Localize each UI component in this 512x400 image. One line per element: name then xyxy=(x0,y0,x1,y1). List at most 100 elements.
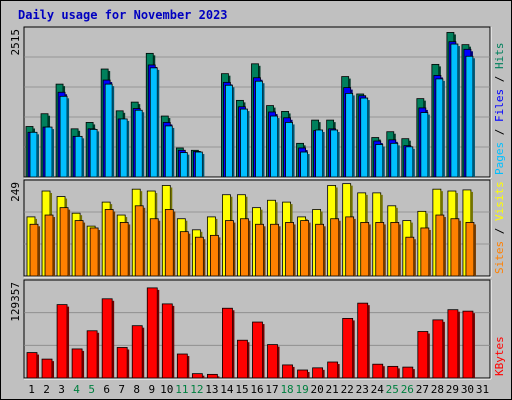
bar-pages-day-8-shadow xyxy=(142,112,145,177)
bar-kbytes-day-14-shadow xyxy=(232,310,235,378)
x-tick-label-day-12: 12 xyxy=(190,383,203,396)
bar-kbytes-day-17-shadow xyxy=(277,346,280,378)
bar-kbytes-day-30 xyxy=(462,310,474,379)
bar-kbytes-day-19 xyxy=(297,369,308,379)
bar-sites-day-18 xyxy=(285,222,294,277)
x-tick-label-day-14: 14 xyxy=(220,383,234,396)
bar-sites-day-7-shadow xyxy=(128,224,131,276)
bar-sites-day-28 xyxy=(435,214,445,277)
bar-sites-day-26-shadow xyxy=(413,239,416,276)
bar-pages-day-23-shadow xyxy=(367,100,370,177)
bar-sites-day-22-shadow xyxy=(353,218,356,276)
bar-kbytes-day-2 xyxy=(41,358,53,379)
x-tick-label-day-20: 20 xyxy=(311,383,324,396)
bar-pages-day-11 xyxy=(179,152,188,178)
bar-pages-day-28 xyxy=(435,78,444,178)
bar-pages-day-28-shadow xyxy=(442,80,445,177)
bar-sites-day-15 xyxy=(240,218,249,277)
bar-sites-day-29-shadow xyxy=(458,220,461,276)
bar-kbytes-day-5-shadow xyxy=(97,332,100,378)
bar-pages-day-20-shadow xyxy=(322,131,325,177)
bar-kbytes-day-15 xyxy=(237,339,248,379)
bar-pages-day-27-shadow xyxy=(427,114,430,177)
bar-pages-day-18 xyxy=(285,122,293,178)
bar-kbytes-day-18-shadow xyxy=(292,366,295,378)
bar-kbytes-day-26-shadow xyxy=(412,369,415,378)
bar-sites-day-17 xyxy=(270,223,279,277)
bar-sites-day-10 xyxy=(164,209,174,277)
bar-pages-day-23 xyxy=(360,97,369,178)
bar-pages-day-15-shadow xyxy=(247,111,250,177)
bar-sites-day-30-shadow xyxy=(473,224,476,276)
bar-pages-day-20 xyxy=(315,129,324,178)
legend-separator: / xyxy=(493,221,506,241)
x-tick-label-day-25: 25 xyxy=(386,383,399,396)
legend-hits-files-pages: Pages / Files / Hits xyxy=(493,43,506,176)
bar-kbytes-day-13 xyxy=(206,373,218,379)
max-label-hits-files-pages: 2515 xyxy=(9,29,22,56)
bar-pages-day-19-shadow xyxy=(307,154,310,177)
bar-kbytes-day-27 xyxy=(417,331,429,379)
bar-pages-day-2-shadow xyxy=(52,129,55,177)
bar-kbytes-day-19-shadow xyxy=(307,372,310,378)
bar-sites-day-16 xyxy=(255,223,264,277)
bar-pages-day-30 xyxy=(465,55,474,178)
bar-pages-day-22 xyxy=(345,93,354,178)
x-tick-label-day-17: 17 xyxy=(265,383,278,396)
bar-kbytes-day-6-shadow xyxy=(112,300,115,378)
bar-pages-day-30-shadow xyxy=(472,58,475,177)
bar-sites-day-19-shadow xyxy=(308,222,311,276)
legend-separator: / xyxy=(493,69,506,89)
bar-sites-day-14-shadow xyxy=(233,222,236,276)
bar-kbytes-day-16 xyxy=(252,321,263,379)
x-tick-label-day-7: 7 xyxy=(118,383,125,396)
bar-pages-day-14-shadow xyxy=(232,87,235,177)
bar-kbytes-day-10-shadow xyxy=(172,305,175,378)
bar-kbytes-day-14 xyxy=(222,307,233,379)
bar-kbytes-day-13-shadow xyxy=(217,376,220,378)
bar-pages-day-26 xyxy=(405,146,414,178)
bar-pages-day-9-shadow xyxy=(157,69,160,177)
bar-kbytes-day-23-shadow xyxy=(367,305,370,378)
x-tick-label-day-3: 3 xyxy=(58,383,65,396)
bar-pages-day-19 xyxy=(300,151,308,178)
bar-kbytes-day-8-shadow xyxy=(142,327,145,378)
bar-sites-day-5 xyxy=(89,227,99,277)
bar-pages-day-29 xyxy=(450,43,459,178)
bar-pages-day-4 xyxy=(74,135,83,178)
x-tick-label-day-31: 31 xyxy=(476,383,489,396)
bar-sites-day-10-shadow xyxy=(173,211,176,276)
bar-kbytes-day-18 xyxy=(282,364,293,379)
bar-sites-day-5-shadow xyxy=(98,229,101,276)
bar-pages-day-18-shadow xyxy=(292,124,295,177)
bar-sites-day-18-shadow xyxy=(293,224,296,276)
x-tick-label-day-26: 26 xyxy=(401,383,414,396)
bar-kbytes-day-24 xyxy=(372,363,384,379)
bar-pages-day-24-shadow xyxy=(382,146,385,177)
bar-sites-day-12 xyxy=(194,236,204,277)
bar-kbytes-day-27-shadow xyxy=(427,333,430,378)
bar-kbytes-day-6 xyxy=(101,298,113,379)
bar-kbytes-day-12-shadow xyxy=(202,375,205,378)
bar-sites-day-3-shadow xyxy=(68,209,71,276)
bar-kbytes-day-25-shadow xyxy=(397,368,400,378)
x-tick-label-day-23: 23 xyxy=(356,383,369,396)
bar-pages-day-15 xyxy=(240,108,248,178)
bar-kbytes-day-9 xyxy=(146,287,158,379)
bar-pages-day-21-shadow xyxy=(337,131,340,177)
x-tick-label-day-18: 18 xyxy=(280,383,293,396)
bar-pages-day-10 xyxy=(164,125,173,178)
bar-kbytes-day-10 xyxy=(161,303,173,379)
legend-item-pages: Pages xyxy=(493,142,506,175)
bar-pages-day-7 xyxy=(119,118,128,178)
x-tick-label-day-6: 6 xyxy=(103,383,110,396)
bar-kbytes-day-29-shadow xyxy=(457,311,460,378)
chart-title: Daily usage for November 2023 xyxy=(18,8,228,22)
legend-item-files: Files xyxy=(493,89,506,122)
legend-item-hits: Hits xyxy=(493,43,506,70)
bar-pages-day-22-shadow xyxy=(352,95,355,177)
bar-kbytes-day-4-shadow xyxy=(82,350,85,378)
x-tick-label-day-1: 1 xyxy=(28,383,35,396)
bar-kbytes-day-2-shadow xyxy=(52,361,55,378)
